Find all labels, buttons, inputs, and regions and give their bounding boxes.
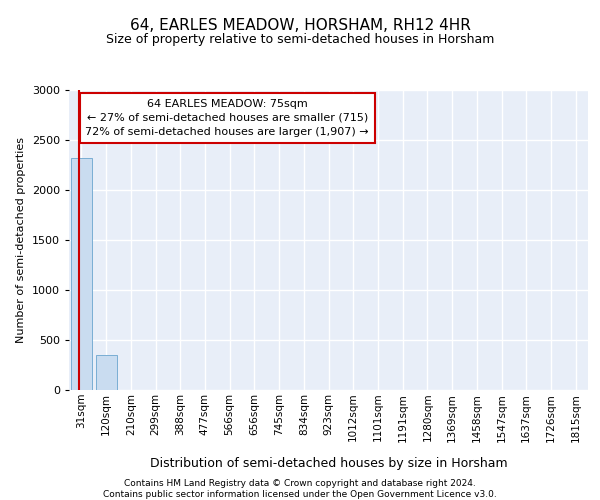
Bar [95,355,116,390]
Bar [71,158,92,390]
Text: Size of property relative to semi-detached houses in Horsham: Size of property relative to semi-detach… [106,32,494,46]
Text: 64 EARLES MEADOW: 75sqm
← 27% of semi-detached houses are smaller (715)
72% of s: 64 EARLES MEADOW: 75sqm ← 27% of semi-de… [85,99,369,137]
Y-axis label: Number of semi-detached properties: Number of semi-detached properties [16,137,26,343]
Text: 64, EARLES MEADOW, HORSHAM, RH12 4HR: 64, EARLES MEADOW, HORSHAM, RH12 4HR [130,18,470,32]
Text: Contains public sector information licensed under the Open Government Licence v3: Contains public sector information licen… [103,490,497,499]
Text: Distribution of semi-detached houses by size in Horsham: Distribution of semi-detached houses by … [150,458,508,470]
Text: Contains HM Land Registry data © Crown copyright and database right 2024.: Contains HM Land Registry data © Crown c… [124,479,476,488]
